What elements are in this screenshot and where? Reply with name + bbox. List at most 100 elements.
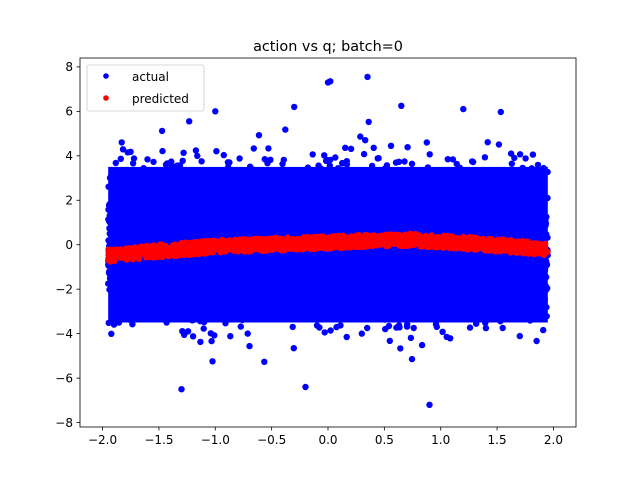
actual-point <box>130 155 138 162</box>
actual-point <box>516 332 523 340</box>
actual-point <box>119 146 127 153</box>
actual-point <box>370 144 377 151</box>
actual-point <box>244 330 251 337</box>
actual-point <box>410 324 417 332</box>
actual-point <box>408 160 416 167</box>
actual-point <box>227 333 234 340</box>
actual-point <box>180 149 187 156</box>
actual-point <box>332 154 339 161</box>
actual-point <box>385 322 393 330</box>
actual-point <box>347 145 355 152</box>
actual-point <box>129 321 136 328</box>
actual-point <box>321 152 328 159</box>
actual-point <box>360 150 368 158</box>
actual-point <box>418 341 426 349</box>
actual-point <box>144 156 151 163</box>
actual-point <box>261 358 268 365</box>
actual-point <box>194 152 201 160</box>
actual-point <box>159 147 166 155</box>
actual-point <box>158 127 166 135</box>
actual-point <box>447 335 454 342</box>
actual-point <box>534 161 542 169</box>
actual-point <box>375 155 382 162</box>
actual-point <box>397 345 404 352</box>
actual-point <box>327 327 334 334</box>
actual-point <box>508 160 515 167</box>
actual-point <box>168 158 175 165</box>
actual-point <box>255 132 263 139</box>
actual-point <box>236 155 243 162</box>
actual-point <box>511 154 518 162</box>
actual-point <box>423 139 430 146</box>
actual-point <box>364 324 371 332</box>
actual-point <box>358 330 365 337</box>
actual-point <box>226 159 233 166</box>
actual-point <box>282 126 289 133</box>
actual-point <box>316 324 323 331</box>
actual-point <box>499 324 506 332</box>
actual-point <box>529 151 537 158</box>
actual-point <box>112 159 120 167</box>
actual-point <box>466 324 474 331</box>
actual-point <box>289 323 296 331</box>
actual-point <box>110 321 118 328</box>
actual-point <box>207 330 214 337</box>
actual-point <box>540 326 547 334</box>
actual-point <box>387 142 395 149</box>
actual-point <box>124 149 131 156</box>
actual-point <box>522 155 529 162</box>
actual-point <box>449 156 457 163</box>
chart-title: action vs q; batch=0 <box>253 39 403 55</box>
actual-point <box>189 333 197 340</box>
actual-point <box>484 139 491 146</box>
actual-point <box>290 345 297 352</box>
actual-point <box>408 355 416 363</box>
actual-point <box>453 160 460 168</box>
actual-point <box>280 156 287 164</box>
actual-point <box>404 144 411 151</box>
actual-point <box>342 144 349 151</box>
actual-point <box>150 158 157 166</box>
actual-point <box>309 151 316 158</box>
actual-point <box>392 159 400 166</box>
actual-point <box>265 145 272 152</box>
actual-point <box>197 338 204 346</box>
actual-point <box>482 324 490 332</box>
actual-point <box>495 141 503 148</box>
actual-point <box>433 323 440 331</box>
actual-point <box>393 324 400 331</box>
actual-point <box>439 328 446 335</box>
actual-point <box>192 147 200 154</box>
actual-point <box>129 160 137 167</box>
actual-point <box>404 321 411 328</box>
actual-point <box>362 137 369 144</box>
actual-point <box>444 156 451 163</box>
actual-point <box>200 325 207 332</box>
actual-point <box>108 330 115 337</box>
actual-point <box>321 329 328 336</box>
actual-point <box>343 333 350 341</box>
actual-point <box>533 337 540 345</box>
actual-point <box>343 158 350 165</box>
actual-point <box>407 334 415 342</box>
actual-point <box>186 118 193 125</box>
actual-point <box>117 155 125 162</box>
actual-point <box>426 151 433 158</box>
actual-point <box>198 158 205 165</box>
actual-point <box>481 154 489 161</box>
actual-point <box>209 358 216 365</box>
actual-point <box>118 139 125 146</box>
actual-point <box>401 158 408 165</box>
actual-point <box>220 151 227 159</box>
actual-point <box>497 108 504 116</box>
actual-point <box>386 337 393 345</box>
actual-point <box>357 133 364 140</box>
actual-point <box>250 145 257 152</box>
actual-point <box>213 148 220 155</box>
actual-point <box>246 342 253 350</box>
actual-point <box>337 322 344 329</box>
actual-point <box>468 158 476 165</box>
actual-point <box>237 323 244 330</box>
actual-point <box>264 160 271 167</box>
